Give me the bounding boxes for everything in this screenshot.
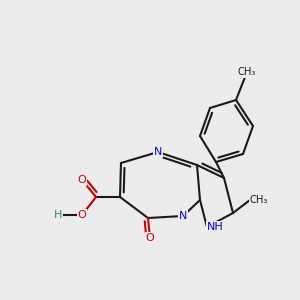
Text: NH: NH: [207, 222, 224, 232]
Text: CH₃: CH₃: [250, 195, 268, 205]
Text: O: O: [78, 175, 86, 185]
Text: H: H: [54, 210, 62, 220]
Text: CH₃: CH₃: [238, 67, 256, 77]
Text: N: N: [154, 147, 162, 157]
Text: O: O: [146, 233, 154, 243]
Text: O: O: [78, 210, 86, 220]
Text: N: N: [179, 211, 187, 221]
